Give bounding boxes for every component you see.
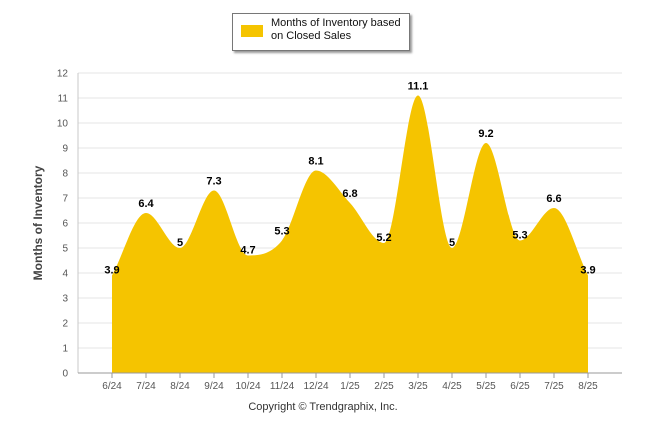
legend-swatch: [241, 25, 263, 37]
y-tick-label: 3: [62, 294, 68, 305]
y-axis-title: Months of Inventory: [31, 165, 45, 280]
legend-label: Months of Inventory based on Closed Sale…: [271, 17, 401, 42]
x-tick-label: 6/25: [510, 381, 530, 392]
y-tick-label: 7: [62, 194, 68, 205]
x-tick-label: 4/25: [442, 381, 462, 392]
y-tick-label: 0: [62, 369, 68, 380]
data-label: 8.1: [308, 156, 323, 168]
data-labels: 3.9 6.4 5 7.3 4.7 5.3 8.1 6.8 5.2 11.1 5 9.2 5.3 6.6 3…: [104, 81, 595, 277]
y-tick-label: 11: [58, 94, 69, 105]
data-label: 6.4: [138, 198, 154, 210]
x-tick-label: 7/24: [136, 381, 156, 392]
data-label: 5.3: [512, 230, 527, 242]
series-area: [112, 95, 588, 373]
x-tick-label: 6/24: [102, 381, 122, 392]
axes: [77, 73, 622, 378]
x-tick-labels: 6/24 7/24 8/24 9/24 10/24 11/24 12/24 1/25 2/25 3…: [102, 381, 598, 392]
y-tick-label: 8: [62, 169, 68, 180]
data-label: 5: [449, 237, 455, 249]
legend[interactable]: Months of Inventory based on Closed Sale…: [232, 13, 410, 51]
x-tick-label: 5/25: [476, 381, 496, 392]
data-label: 7.3: [206, 176, 221, 188]
data-label: 6.8: [342, 188, 357, 200]
x-tick-label: 3/25: [408, 381, 428, 392]
data-label: 11.1: [408, 81, 429, 93]
x-tick-label: 8/25: [578, 381, 598, 392]
y-tick-label: 4: [62, 269, 68, 280]
data-label: 3.9: [580, 265, 595, 277]
x-tick-label: 12/24: [303, 381, 328, 392]
y-tick-label: 5: [62, 244, 68, 255]
y-tick-label: 12: [57, 69, 69, 80]
data-label: 3.9: [104, 265, 119, 277]
x-tick-label: 1/25: [340, 381, 360, 392]
y-tick-label: 1: [62, 344, 68, 355]
x-tick-label: 8/24: [170, 381, 190, 392]
area-series-fill: [112, 95, 588, 373]
data-label: 6.6: [546, 193, 561, 205]
copyright-credit: Copyright © Trendgraphix, Inc.: [248, 401, 398, 413]
x-tick-label: 9/24: [204, 381, 224, 392]
data-label: 9.2: [478, 128, 493, 140]
data-label: 5: [177, 237, 183, 249]
x-tick-label: 10/24: [235, 381, 260, 392]
y-tick-label: 9: [62, 144, 68, 155]
data-label: 5.3: [274, 226, 289, 238]
x-tick-label: 2/25: [374, 381, 394, 392]
y-tick-label: 10: [57, 119, 69, 130]
y-tick-label: 2: [62, 319, 68, 330]
y-tick-label: 6: [62, 219, 68, 230]
x-tick-label: 11/24: [270, 381, 295, 392]
x-tick-label: 7/25: [544, 381, 564, 392]
data-label: 4.7: [240, 245, 255, 257]
data-label: 5.2: [376, 232, 391, 244]
